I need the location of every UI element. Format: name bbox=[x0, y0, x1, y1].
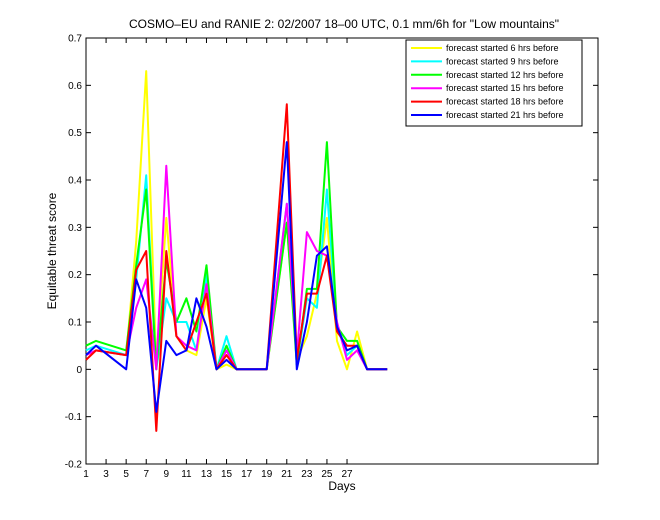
legend-label: forecast started 6 hrs before bbox=[446, 43, 559, 53]
x-tick-label: 21 bbox=[281, 469, 293, 480]
x-tick-label: 3 bbox=[103, 469, 109, 480]
legend: forecast started 6 hrs before forecast st… bbox=[405, 39, 583, 127]
y-tick-label: 0.2 bbox=[68, 270, 82, 281]
series-line-6 bbox=[85, 141, 388, 413]
y-tick-label: 0.4 bbox=[68, 176, 82, 187]
y-axis: -0.2 -0.1 0 0.1 0.2 0.3 0.4 0.5 0.6 0.7 bbox=[65, 34, 598, 471]
x-tick-label: 7 bbox=[143, 469, 149, 480]
legend-box bbox=[405, 39, 583, 127]
y-tick-label: -0.2 bbox=[65, 460, 83, 471]
plot-lines bbox=[85, 70, 388, 432]
legend-label: forecast started 12 hrs before bbox=[446, 70, 564, 80]
y-tick-label: 0.1 bbox=[68, 318, 82, 329]
legend-label: forecast started 9 hrs before bbox=[446, 56, 559, 66]
y-tick-label: 0 bbox=[76, 365, 82, 376]
x-tick-label: 15 bbox=[221, 469, 233, 480]
x-tick-label: 17 bbox=[241, 469, 253, 480]
x-tick-label: 11 bbox=[181, 469, 192, 480]
y-tick-label: 0.6 bbox=[68, 81, 82, 92]
x-tick-label: 23 bbox=[301, 469, 313, 480]
x-axis: 1 3 5 7 9 11 13 15 17 19 21 23 25 27 bbox=[83, 38, 353, 480]
x-tick-label: 1 bbox=[83, 469, 89, 480]
chart-title: COSMO–EU and RANIE 2: 02/2007 18–00 UTC,… bbox=[129, 17, 559, 31]
x-tick-label: 25 bbox=[321, 469, 333, 480]
x-axis-title: Days bbox=[328, 479, 355, 493]
legend-label: forecast started 21 hrs before bbox=[446, 110, 564, 120]
x-tick-label: 9 bbox=[164, 469, 170, 480]
y-tick-label: 0.7 bbox=[68, 34, 82, 45]
y-tick-label: 0.3 bbox=[68, 223, 82, 234]
y-tick-label: -0.1 bbox=[65, 412, 83, 423]
legend-label: forecast started 15 hrs before bbox=[446, 83, 564, 93]
y-axis-title: Equitable threat score bbox=[45, 192, 59, 309]
x-tick-label: 27 bbox=[341, 469, 353, 480]
x-tick-label: 13 bbox=[201, 469, 213, 480]
x-tick-label: 5 bbox=[123, 469, 129, 480]
y-tick-label: 0.5 bbox=[68, 128, 82, 139]
x-tick-label: 19 bbox=[261, 469, 273, 480]
legend-label: forecast started 18 hrs before bbox=[446, 97, 564, 107]
